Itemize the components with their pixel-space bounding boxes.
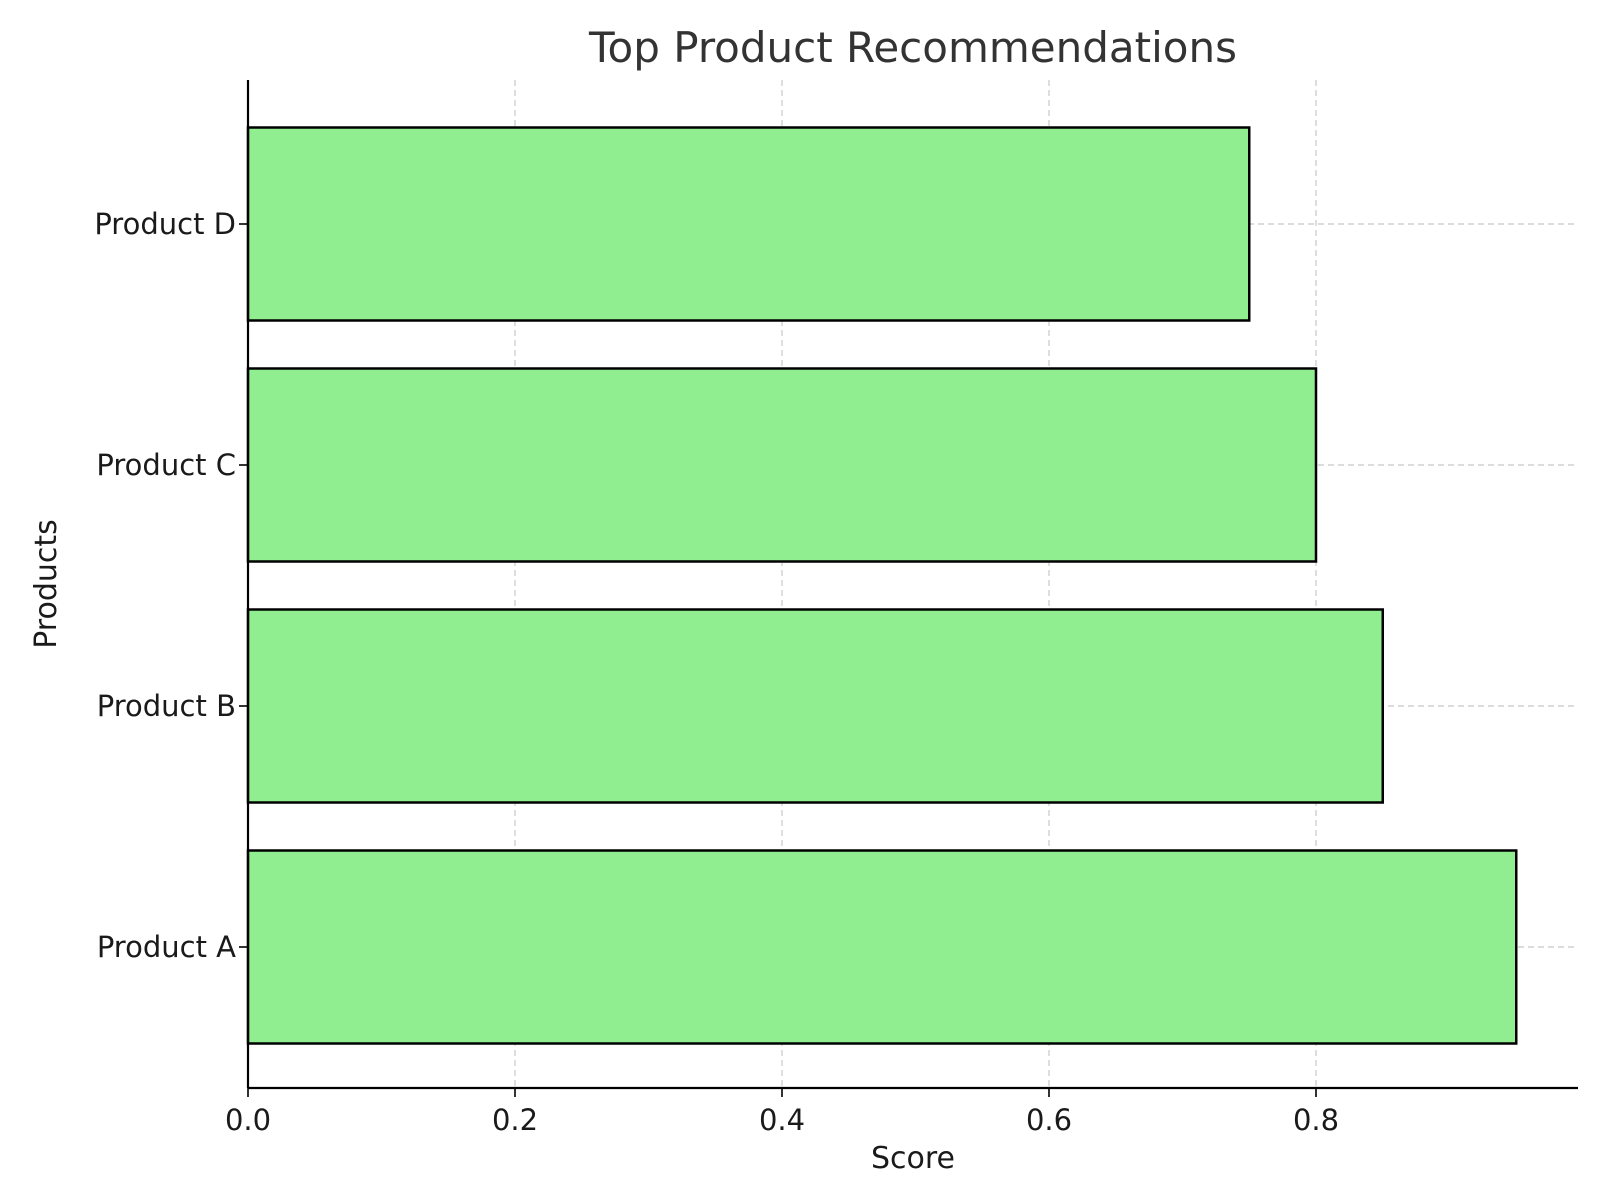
bar xyxy=(246,367,1318,563)
x-tick-label: 0.2 xyxy=(492,1103,538,1137)
ticks: 0.0 0.2 0.4 0.6 0.8 Product A Product B Product… xyxy=(94,207,1339,1137)
x-tick-label: 0.6 xyxy=(1026,1103,1072,1137)
chart-title: Top Product Recommendations xyxy=(588,23,1237,72)
bars xyxy=(246,126,1518,1045)
y-tick-label: Product B xyxy=(97,689,236,723)
x-tick-label: 0.4 xyxy=(759,1103,805,1137)
x-tick-label: 0.8 xyxy=(1293,1103,1339,1137)
y-axis-label: Products xyxy=(29,519,64,649)
y-tick-label: Product D xyxy=(94,207,236,241)
y-tick-label: Product A xyxy=(97,930,236,964)
x-tick-label: 0.0 xyxy=(225,1103,271,1137)
x-axis-label: Score xyxy=(871,1141,955,1176)
bar xyxy=(246,126,1251,322)
axes xyxy=(246,80,1578,1090)
y-tick-label: Product C xyxy=(96,448,236,482)
bar xyxy=(246,608,1384,804)
bar xyxy=(246,849,1518,1045)
